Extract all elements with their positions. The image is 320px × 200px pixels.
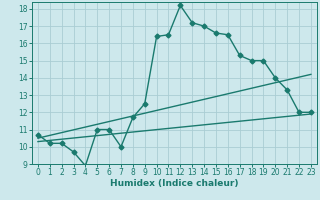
X-axis label: Humidex (Indice chaleur): Humidex (Indice chaleur) xyxy=(110,179,239,188)
